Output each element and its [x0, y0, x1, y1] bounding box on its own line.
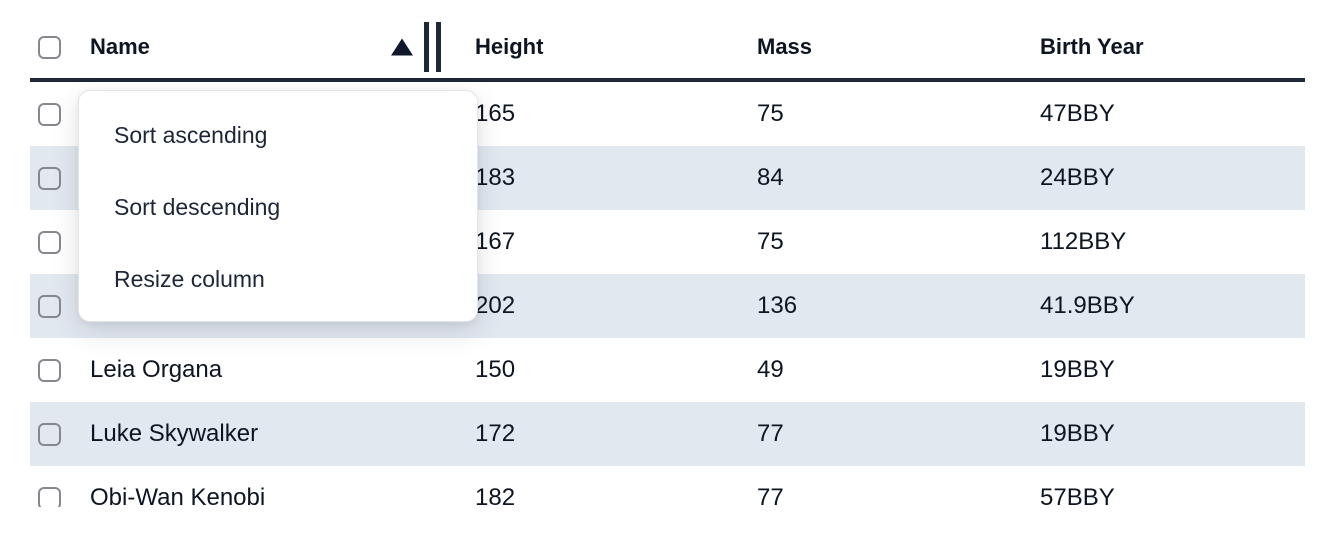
table-header-row: Name Height Mass Birth Year [30, 16, 1305, 82]
cell-name: Obi-Wan Kenobi [90, 484, 266, 507]
cell-name: Luke Skywalker [90, 420, 259, 447]
select-all-checkbox[interactable] [38, 35, 61, 59]
cell-height: 167 [475, 228, 516, 255]
cell-mass: 136 [757, 292, 798, 319]
row-select-cell [30, 146, 90, 210]
menu-item-sort-ascending[interactable]: Sort ascending [114, 121, 268, 148]
cell-birth-year: 19BBY [1040, 356, 1115, 383]
row-checkbox[interactable] [38, 166, 61, 190]
row-select-cell [30, 210, 90, 274]
column-header-name[interactable]: Name [90, 34, 150, 59]
cell-mass: 77 [757, 420, 784, 447]
table-row: Luke Skywalker 172 77 19BBY [30, 402, 1305, 466]
cell-birth-year: 47BBY [1040, 100, 1115, 127]
cell-mass: 75 [757, 100, 784, 127]
cell-birth-year: 41.9BBY [1040, 292, 1135, 319]
cell-mass: 49 [757, 356, 784, 383]
cell-name: Leia Organa [90, 356, 223, 383]
menu-item-resize-column[interactable]: Resize column [114, 265, 265, 292]
sort-ascending-icon [391, 38, 413, 56]
cell-mass: 84 [757, 164, 784, 191]
cell-mass: 77 [757, 484, 784, 507]
row-select-cell [30, 82, 90, 146]
cell-height: 183 [475, 164, 516, 191]
table-row: 167 75 112BBY [30, 210, 1305, 274]
cell-height: 172 [475, 420, 516, 447]
row-select-cell [30, 402, 90, 466]
cell-height: 150 [475, 356, 516, 383]
cell-birth-year: 112BBY [1040, 228, 1127, 255]
cell-birth-year: 24BBY [1040, 164, 1115, 191]
column-header-birth-year[interactable]: Birth Year [1040, 34, 1144, 59]
row-checkbox[interactable] [38, 102, 61, 126]
row-checkbox[interactable] [38, 486, 61, 507]
cell-height: 202 [475, 292, 516, 319]
table-viewport: Name Height Mass Birth Year 165 75 47BBY [30, 0, 1305, 507]
resize-bar [436, 22, 441, 72]
header-select-cell [30, 16, 90, 78]
row-checkbox[interactable] [38, 422, 61, 446]
row-checkbox[interactable] [38, 294, 61, 318]
row-checkbox[interactable] [38, 230, 61, 254]
row-select-cell [30, 466, 90, 507]
table-row: Leia Organa 150 49 19BBY [30, 338, 1305, 402]
column-header-height[interactable]: Height [475, 34, 544, 59]
column-header-mass[interactable]: Mass [757, 34, 813, 59]
row-select-cell [30, 338, 90, 402]
table-row: 165 75 47BBY [30, 82, 1305, 146]
column-header-menu: Sort ascending Sort descending Resize co… [78, 90, 478, 322]
resize-bar [424, 22, 429, 72]
row-checkbox[interactable] [38, 358, 61, 382]
row-select-cell [30, 274, 90, 338]
cell-height: 165 [475, 100, 516, 127]
menu-item-sort-descending[interactable]: Sort descending [114, 193, 281, 220]
cell-mass: 75 [757, 228, 784, 255]
header-name-cell[interactable]: Name [90, 16, 455, 78]
cell-height: 182 [475, 484, 516, 507]
table-row: Obi-Wan Kenobi 182 77 57BBY [30, 466, 1305, 507]
cell-birth-year: 57BBY [1040, 484, 1115, 507]
column-resize-handle-icon[interactable] [424, 22, 441, 72]
cell-birth-year: 19BBY [1040, 420, 1115, 447]
